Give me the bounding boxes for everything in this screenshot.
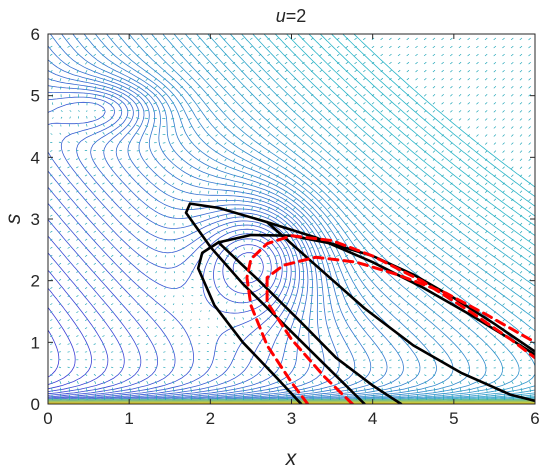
title-value: =2 [286, 6, 307, 26]
x-tick-label: 1 [124, 409, 133, 428]
y-axis-ticks: 0 1 2 3 4 5 6 [31, 25, 535, 414]
x-tick-label: 6 [530, 409, 539, 428]
solid-black-curve-2 [217, 241, 403, 404]
y-tick-label: 2 [31, 272, 40, 291]
chart-title: u=2 [276, 6, 307, 26]
x-tick-label: 4 [368, 409, 377, 428]
x-tick-label: 3 [287, 409, 296, 428]
contour-line [48, 307, 76, 385]
x-axis-ticks: 0 1 2 3 4 5 6 [43, 34, 540, 428]
contour-line [48, 329, 60, 378]
contour-line [331, 34, 535, 404]
solid-black-curve-3 [265, 220, 535, 403]
boundary-curves [184, 202, 535, 404]
dashed-red-curve-4 [245, 234, 535, 404]
y-axis-label: s [2, 213, 25, 224]
y-tick-label: 4 [31, 148, 40, 167]
x-tick-label: 0 [43, 409, 52, 428]
dashed-red-curve-5 [265, 255, 535, 404]
x-axis-label: x [285, 447, 298, 470]
y-tick-label: 3 [31, 210, 40, 229]
solid-black-curve-1 [184, 202, 535, 404]
y-tick-label: 0 [31, 395, 40, 414]
contour-line [48, 252, 125, 395]
y-tick-label: 1 [31, 333, 40, 352]
contour-line [48, 287, 92, 390]
contour-line [48, 269, 109, 392]
quiver-field [49, 37, 532, 401]
x-tick-label: 5 [449, 409, 458, 428]
quiver-arrows [49, 37, 532, 401]
title-variable: u [276, 6, 286, 26]
solid-black-curve-0 [196, 233, 535, 404]
y-tick-label: 5 [31, 87, 40, 106]
y-tick-label: 6 [31, 25, 40, 44]
x-tick-label: 2 [206, 409, 215, 428]
